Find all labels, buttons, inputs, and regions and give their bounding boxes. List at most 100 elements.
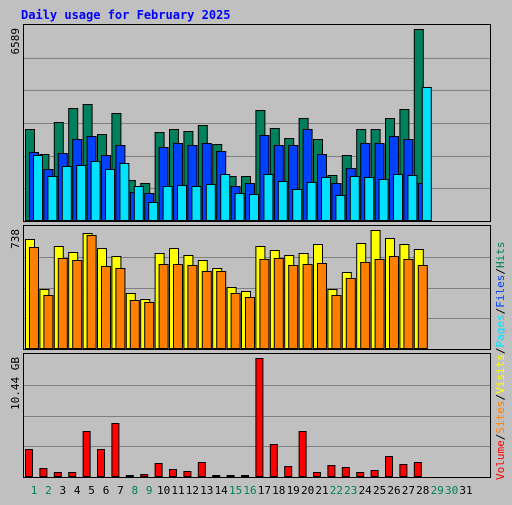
x-label-day-30: 30 [445, 484, 458, 497]
bar-volume-day-28 [413, 462, 422, 477]
x-label-day-29: 29 [431, 484, 444, 497]
legend-item-sites: Sites [494, 401, 507, 434]
bar-pages-day-9 [148, 202, 159, 221]
x-label-day-21: 21 [315, 484, 328, 497]
bar-sites-day-15 [230, 293, 241, 349]
bar-volume-day-13 [197, 462, 206, 477]
bar-pages-day-7 [119, 163, 130, 221]
bar-sites-day-8 [129, 300, 140, 349]
x-label-day-11: 11 [171, 484, 184, 497]
bar-pages-day-1 [33, 155, 43, 221]
bar-pages-day-12 [191, 186, 202, 221]
bar-volume-day-18 [269, 444, 278, 477]
bar-pages-day-15 [234, 193, 245, 221]
x-label-day-12: 12 [186, 484, 199, 497]
x-label-day-17: 17 [258, 484, 271, 497]
bar-volume-day-7 [111, 423, 120, 477]
x-label-day-28: 28 [416, 484, 429, 497]
bar-volume-day-23 [341, 467, 350, 477]
series-volume [25, 358, 422, 477]
legend-item-visits: Visits [494, 354, 507, 394]
bar-sites-day-2 [43, 295, 54, 349]
x-label-day-2: 2 [45, 484, 52, 497]
panel-frame [23, 353, 491, 478]
y-max-label: 10.44 GB [9, 357, 22, 410]
x-label-day-23: 23 [344, 484, 357, 497]
bar-pages-day-23 [349, 176, 360, 221]
legend-separator: / [494, 348, 507, 355]
bar-volume-day-16 [241, 475, 249, 477]
y-max-label: 6589 [9, 28, 22, 55]
bar-sites-day-1 [29, 247, 39, 349]
bar-sites-day-26 [389, 256, 399, 349]
bar-volume-day-22 [327, 465, 336, 477]
legend-item-pages: Pages [494, 314, 507, 347]
bar-pages-day-13 [205, 184, 216, 221]
bar-volume-day-19 [284, 466, 293, 477]
bar-sites-day-25 [374, 259, 385, 349]
legend-separator: / [494, 268, 507, 275]
x-label-day-24: 24 [359, 484, 373, 497]
bar-pages-day-24 [364, 177, 375, 221]
bar-sites-day-21 [317, 263, 327, 349]
bar-sites-day-23 [345, 278, 356, 349]
bar-volume-day-25 [370, 470, 379, 477]
legend-separator: / [494, 308, 507, 315]
panel-3: 10.44 GB [9, 353, 491, 478]
bar-volume-day-1 [25, 449, 33, 477]
bar-pages-day-11 [177, 185, 187, 221]
chart-panels: 6589 738 10.44 GB [9, 24, 491, 478]
bar-pages-day-19 [292, 189, 303, 221]
bar-volume-day-21 [313, 472, 321, 477]
bar-pages-day-22 [335, 195, 346, 221]
series-sites [29, 235, 428, 349]
x-axis-day-labels: 1 2 3 4 5 6 7 8 9 10 11 12 13 14 15 16 17 18 19 20 21 22 23 24 2… [31, 484, 473, 497]
x-label-day-16: 16 [243, 484, 256, 497]
bar-sites-day-22 [331, 295, 342, 349]
bar-sites-day-20 [302, 264, 313, 349]
bar-volume-day-17 [255, 358, 264, 477]
bar-volume-day-4 [68, 472, 77, 477]
x-label-day-10: 10 [157, 484, 170, 497]
bar-sites-day-9 [144, 302, 155, 349]
bar-pages-day-4 [76, 165, 87, 221]
bar-volume-day-14 [212, 475, 221, 477]
bar-volume-day-24 [356, 472, 365, 477]
bar-pages-day-3 [61, 166, 72, 221]
bar-pages-day-10 [162, 186, 173, 221]
panel-frame [23, 225, 491, 350]
bar-volume-day-3 [53, 472, 62, 477]
bar-pages-day-2 [47, 176, 58, 221]
x-label-day-14: 14 [215, 484, 229, 497]
bar-pages-day-18 [277, 181, 288, 221]
bar-volume-day-12 [183, 471, 192, 477]
bar-pages-day-28 [421, 87, 432, 221]
x-label-day-4: 4 [74, 484, 81, 497]
series-pages [33, 87, 432, 221]
x-label-day-18: 18 [272, 484, 285, 497]
bar-sites-day-5 [86, 235, 97, 349]
bar-volume-day-5 [82, 431, 91, 477]
bar-sites-day-16 [245, 297, 255, 349]
bar-volume-day-15 [226, 475, 235, 477]
legend-item-volume: Volume [494, 440, 507, 480]
bar-sites-day-27 [403, 259, 414, 349]
legend-item-hits: Hits [494, 242, 507, 269]
bar-pages-day-14 [220, 174, 231, 221]
bar-volume-day-8 [125, 475, 134, 477]
bar-sites-day-3 [57, 258, 68, 349]
panel-1: 6589 [9, 24, 491, 222]
bar-pages-day-20 [306, 182, 317, 221]
bar-volume-day-26 [385, 456, 393, 477]
bar-pages-day-17 [263, 174, 274, 221]
bar-sites-day-7 [115, 268, 126, 349]
bar-volume-day-11 [169, 469, 177, 477]
bar-sites-day-4 [72, 260, 83, 349]
x-label-day-8: 8 [131, 484, 138, 497]
bar-volume-day-6 [97, 449, 105, 477]
bar-pages-day-25 [378, 179, 389, 221]
legend-separator: / [494, 394, 507, 401]
bar-sites-day-28 [417, 265, 428, 349]
bar-sites-day-6 [101, 266, 111, 349]
